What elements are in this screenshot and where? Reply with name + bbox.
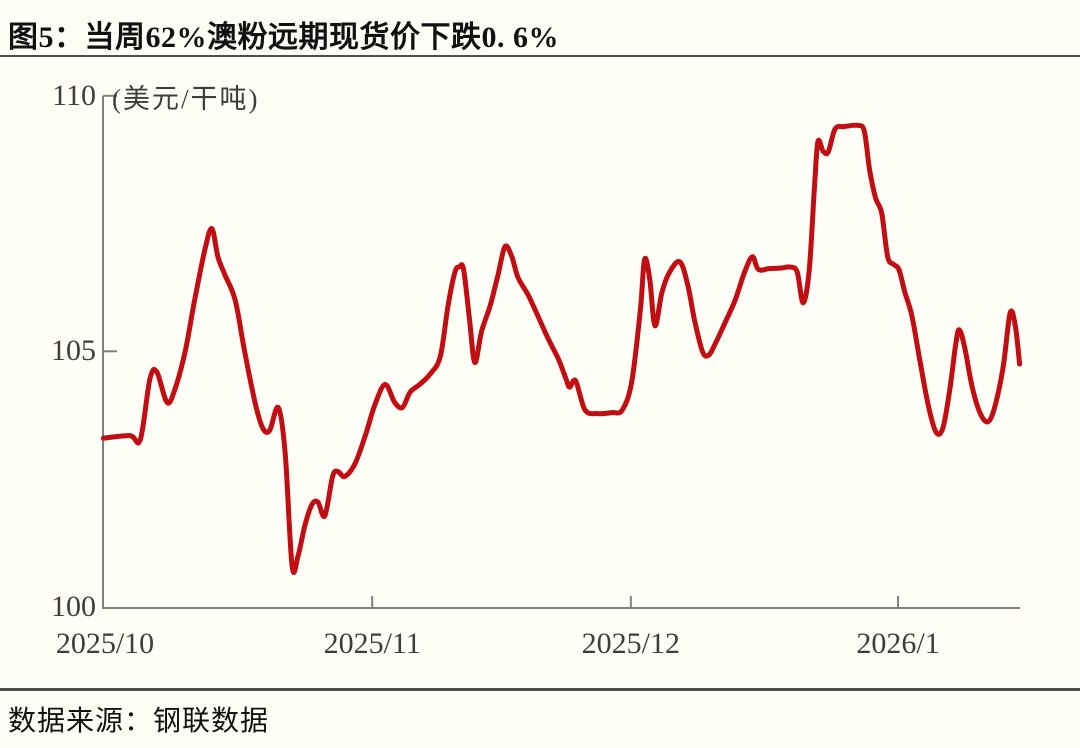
- x-tick-label-2026-1: 2026/1: [856, 627, 940, 660]
- x-tick-label-2025-12: 2025/12: [581, 627, 680, 660]
- y-tick-label-105: 105: [51, 334, 96, 368]
- bottom-divider: [0, 688, 1080, 691]
- data-source: 数据来源：钢联数据: [8, 706, 270, 737]
- x-tick-label-2025-10: 2025/10: [55, 627, 155, 660]
- axis-ticks: [103, 94, 900, 608]
- price-series-line: [100, 122, 1023, 575]
- axis-lines: [102, 96, 1020, 609]
- y-tick-label-110: 110: [52, 78, 96, 112]
- x-tick-label-2025-11: 2025/11: [323, 627, 421, 660]
- y-tick-label-100: 100: [51, 589, 96, 623]
- y-axis-unit-label: (美元/干吨): [112, 84, 260, 114]
- figure-title: 图5：当周62%澳粉远期现货价下跌0. 6%: [8, 21, 559, 54]
- top-divider: [0, 55, 1080, 57]
